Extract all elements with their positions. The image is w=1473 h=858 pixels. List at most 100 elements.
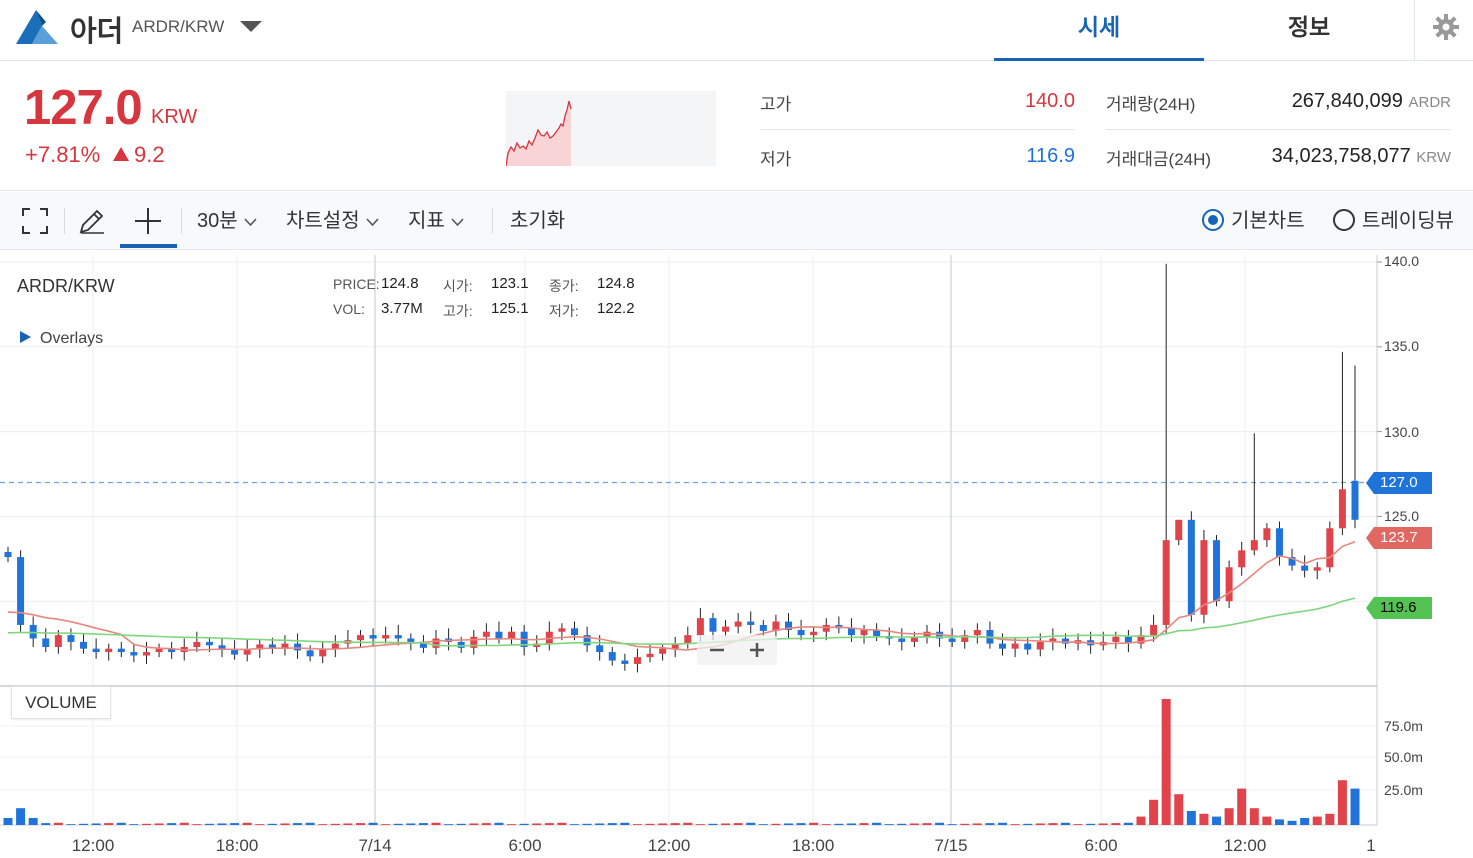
- volume-bar: [645, 823, 655, 825]
- volume-bar: [947, 824, 957, 825]
- volume-bar: [494, 822, 504, 825]
- x-tick-label: 6:00: [508, 836, 542, 855]
- volume-bar: [1111, 823, 1121, 825]
- toolbar-separator: [181, 208, 182, 234]
- candle-body: [948, 638, 956, 642]
- settings-button[interactable]: [1414, 0, 1473, 61]
- x-tick-label: 6:00: [1084, 836, 1118, 855]
- tab-info[interactable]: 정보: [1287, 14, 1331, 40]
- price-unit: KRW: [151, 106, 198, 128]
- price-chart-canvas[interactable]: [0, 255, 1473, 858]
- candle-body: [684, 635, 692, 644]
- volume-bar: [179, 822, 189, 825]
- candle-body: [785, 621, 793, 631]
- reset-button[interactable]: 초기화: [510, 210, 566, 232]
- volume-bar: [771, 823, 781, 825]
- volume-bar: [230, 823, 240, 825]
- volume-bar: [16, 808, 26, 825]
- volume-bar: [784, 823, 794, 825]
- candle-body: [155, 648, 163, 653]
- x-tick-label: 18:00: [215, 836, 259, 855]
- candle-body: [1213, 540, 1221, 602]
- volume-bar: [1300, 818, 1310, 825]
- volume-bar: [519, 823, 529, 825]
- tab-market-price[interactable]: 시세: [994, 0, 1204, 61]
- volume-bar: [255, 824, 265, 825]
- interval-label: 30분: [197, 210, 238, 232]
- candle-body: [999, 643, 1007, 649]
- volume-bar: [532, 823, 542, 825]
- ma-short-tag: 123.7: [1366, 527, 1432, 549]
- volume-bar: [872, 822, 882, 825]
- current-price: 127.0: [24, 81, 143, 135]
- volume-bar: [293, 823, 303, 825]
- zoom-control[interactable]: [697, 635, 777, 665]
- basic-chart-label: 기본차트: [1231, 210, 1305, 232]
- candle-body: [696, 618, 704, 636]
- basic-chart-radio[interactable]: 기본차트: [1202, 192, 1305, 250]
- volume-bar: [1199, 813, 1209, 825]
- stat-divider: [760, 129, 1075, 130]
- fullscreen-button[interactable]: [22, 192, 50, 250]
- indicators-label: 지표: [408, 210, 445, 232]
- candle-body: [407, 638, 415, 642]
- volume-bar: [456, 823, 466, 825]
- candle-body: [256, 644, 264, 650]
- chart-area[interactable]: ARDR/KRW Overlays PRICE: 124.8 시가: 123.1…: [0, 253, 1473, 858]
- ohlc-open-label: 시가:: [443, 278, 473, 294]
- y-tick-label: 130.0: [1384, 424, 1420, 440]
- candle-body: [281, 643, 289, 649]
- candle-body: [168, 648, 176, 653]
- volume-bar: [985, 823, 995, 825]
- volume-bar: [1350, 788, 1360, 825]
- candle-body: [92, 648, 100, 653]
- overlays-toggle[interactable]: Overlays: [20, 330, 103, 348]
- chart-settings-menu[interactable]: 차트설정: [286, 192, 379, 250]
- volume-bar: [1262, 816, 1272, 825]
- candle-body: [29, 624, 37, 639]
- volume-bar: [318, 824, 328, 825]
- volume-bar: [620, 822, 630, 825]
- candle-body: [1049, 638, 1057, 642]
- candle-body: [1061, 638, 1069, 644]
- candle-body: [231, 648, 239, 655]
- volume-bar: [1249, 808, 1259, 825]
- volume-bar: [280, 823, 290, 825]
- candle-body: [1137, 635, 1145, 644]
- volume-bar: [683, 822, 693, 825]
- crosshair-button[interactable]: [134, 192, 164, 250]
- interval-select[interactable]: 30분: [197, 192, 257, 250]
- candle-body: [898, 638, 906, 642]
- volume-bar: [267, 823, 277, 825]
- volume-bar: [1149, 799, 1159, 825]
- volume-bar: [129, 824, 139, 825]
- pair-dropdown-icon[interactable]: [240, 21, 262, 33]
- chart-settings-label: 차트설정: [286, 210, 360, 232]
- trading-view-radio[interactable]: 트레이딩뷰: [1333, 192, 1454, 250]
- volume-bar: [1212, 816, 1222, 825]
- volume-bar: [721, 823, 731, 825]
- volume-bar: [91, 823, 101, 825]
- volume-bar: [418, 823, 428, 825]
- zoom-out-icon[interactable]: [707, 640, 727, 660]
- zoom-in-icon[interactable]: [747, 640, 767, 660]
- candle-body: [1238, 550, 1246, 568]
- candle-body: [4, 552, 12, 558]
- tag-shape: [1366, 527, 1432, 549]
- candle-body: [105, 648, 113, 653]
- chart-symbol-title: ARDR/KRW: [17, 276, 115, 296]
- ohlc-vol-value: 3.77M: [381, 300, 423, 317]
- candle-body: [570, 628, 578, 636]
- volume-bar: [41, 823, 51, 825]
- candle-body: [722, 626, 730, 632]
- candle-body: [545, 631, 553, 644]
- draw-tool-button[interactable]: [78, 192, 108, 250]
- volume-bar: [670, 823, 680, 825]
- ohlc-price-label: PRICE:: [333, 276, 380, 292]
- candle-body: [1200, 540, 1208, 615]
- change-rate: +7.81%: [25, 142, 101, 167]
- volume-bar: [695, 824, 705, 825]
- volume-bar: [746, 822, 756, 825]
- indicators-menu[interactable]: 지표: [408, 192, 464, 250]
- volume-bar: [834, 823, 844, 825]
